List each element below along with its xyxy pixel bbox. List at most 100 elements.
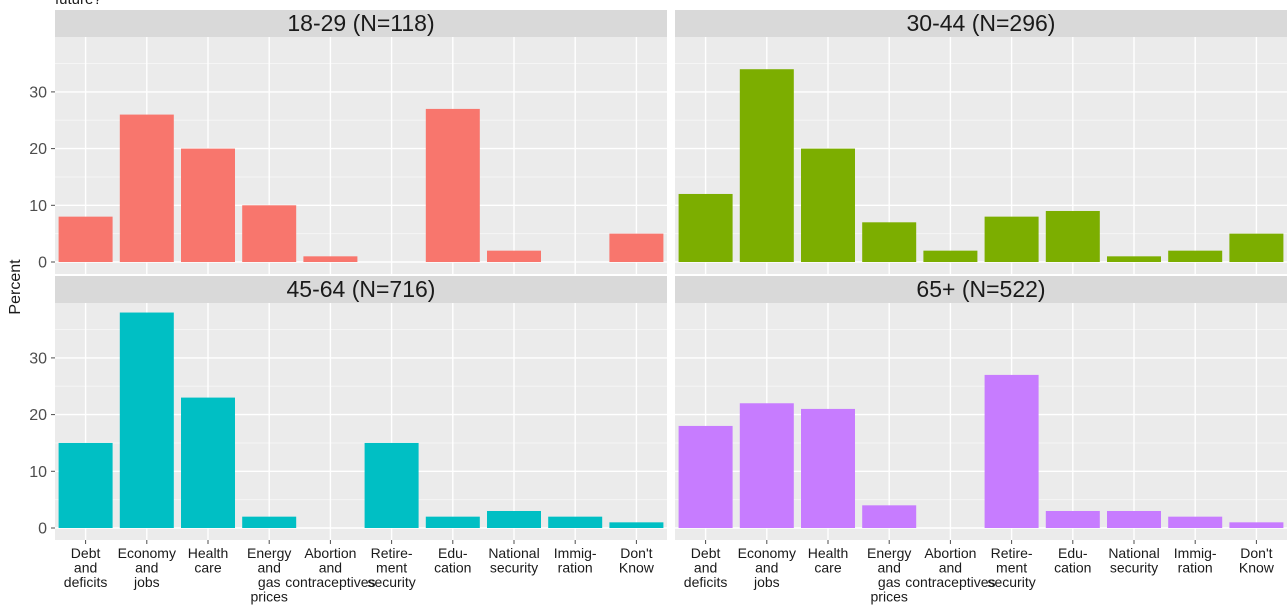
y-tick-label: 20 <box>29 141 47 158</box>
x-tick-label: Health <box>188 545 228 561</box>
x-tick-label: security <box>987 574 1035 590</box>
x-tick-label: gas <box>878 574 901 590</box>
x-tick-label: care <box>814 560 841 576</box>
x-tick-label: Health <box>808 545 848 561</box>
bar-4-7 <box>1045 510 1100 528</box>
x-tick-label: deficits <box>64 574 108 590</box>
x-tick-label: Immig- <box>554 545 597 561</box>
x-tick-label: contraceptives <box>285 574 375 590</box>
y-tick-label: 10 <box>29 198 47 215</box>
facet-strip <box>55 276 667 303</box>
x-tick-label: Know <box>619 560 655 576</box>
x-tick-label: jobs <box>133 574 160 590</box>
bar-1-5 <box>303 256 358 262</box>
bar-1-7 <box>425 108 480 262</box>
x-tick-label: security <box>367 574 415 590</box>
bar-3-10 <box>609 522 664 528</box>
x-tick-label: Edu- <box>438 545 468 561</box>
facet-label: 65+ (N=522) <box>916 276 1045 302</box>
y-tick-label: 10 <box>29 464 47 481</box>
y-tick-label: 30 <box>29 84 47 101</box>
bar-3-1 <box>58 442 113 528</box>
x-tick-label: Debt <box>691 545 721 561</box>
facet-label: 45-64 (N=716) <box>287 276 436 302</box>
bar-2-3 <box>801 148 855 262</box>
x-tick-label: and <box>694 560 717 576</box>
x-tick-label: cation <box>434 560 471 576</box>
bar-2-2 <box>739 69 794 262</box>
y-axis-title: Percent <box>7 259 24 315</box>
bar-4-8 <box>1107 510 1161 528</box>
x-tick-label: cation <box>1054 560 1091 576</box>
bar-4-6 <box>984 374 1039 528</box>
bar-2-4 <box>862 222 917 262</box>
bar-3-8 <box>487 510 541 528</box>
x-tick-label: deficits <box>684 574 728 590</box>
facet-strip <box>55 10 667 37</box>
y-tick-label: 0 <box>38 521 47 538</box>
bar-4-10 <box>1229 522 1284 528</box>
bar-4-2 <box>739 403 794 528</box>
bar-2-7 <box>1045 210 1100 262</box>
x-tick-label: Abortion <box>924 545 976 561</box>
bar-1-2 <box>119 114 174 262</box>
x-tick-label: Edu- <box>1058 545 1088 561</box>
chart-title: future? <box>55 0 102 9</box>
facet-label: 18-29 (N=118) <box>287 10 434 36</box>
x-tick-label: ration <box>1178 560 1213 576</box>
bar-3-3 <box>181 397 235 528</box>
bar-2-8 <box>1107 256 1161 262</box>
bar-3-4 <box>242 516 297 528</box>
bar-3-9 <box>548 516 603 528</box>
x-tick-label: and <box>755 560 778 576</box>
bar-4-3 <box>801 408 855 528</box>
x-tick-label: and <box>939 560 962 576</box>
bar-4-9 <box>1168 516 1223 528</box>
x-tick-label: security <box>490 560 538 576</box>
x-tick-label: prices <box>871 589 908 605</box>
bar-2-5 <box>923 250 978 262</box>
bar-2-1 <box>678 193 733 262</box>
x-tick-label: prices <box>251 589 288 605</box>
x-tick-label: and <box>319 560 342 576</box>
x-tick-label: Energy <box>247 545 291 561</box>
bar-3-6 <box>364 442 419 528</box>
facet-label: 30-44 (N=296) <box>907 10 1056 36</box>
x-tick-label: and <box>258 560 281 576</box>
bar-4-4 <box>862 505 917 528</box>
x-tick-label: Energy <box>867 545 911 561</box>
x-tick-label: and <box>74 560 97 576</box>
x-tick-label: Know <box>1239 560 1275 576</box>
y-tick-label: 0 <box>38 255 47 272</box>
x-tick-label: Retire- <box>991 545 1033 561</box>
bar-3-7 <box>425 516 480 528</box>
x-tick-label: Economy <box>738 545 796 561</box>
bar-2-6 <box>984 216 1039 262</box>
x-tick-label: Retire- <box>371 545 413 561</box>
x-tick-label: Don't <box>620 545 652 561</box>
x-tick-label: National <box>488 545 539 561</box>
x-tick-label: and <box>878 560 901 576</box>
bar-4-1 <box>678 425 733 528</box>
bar-3-2 <box>119 312 174 528</box>
bar-1-1 <box>58 216 113 262</box>
x-tick-label: contraceptives <box>905 574 995 590</box>
bar-1-10 <box>609 233 664 262</box>
x-tick-label: Immig- <box>1174 545 1217 561</box>
x-tick-label: ment <box>996 560 1027 576</box>
y-tick-label: 30 <box>29 350 47 367</box>
x-tick-label: security <box>1110 560 1158 576</box>
x-tick-label: care <box>194 560 221 576</box>
bar-1-3 <box>181 148 235 262</box>
facet-strip <box>675 276 1287 303</box>
x-tick-label: jobs <box>753 574 780 590</box>
facet-strip <box>675 10 1287 37</box>
bar-1-8 <box>487 250 541 262</box>
x-tick-label: Abortion <box>304 545 356 561</box>
x-tick-label: Debt <box>71 545 101 561</box>
bar-2-10 <box>1229 233 1284 262</box>
y-tick-label: 20 <box>29 407 47 424</box>
x-tick-label: and <box>135 560 158 576</box>
x-tick-label: ration <box>558 560 593 576</box>
